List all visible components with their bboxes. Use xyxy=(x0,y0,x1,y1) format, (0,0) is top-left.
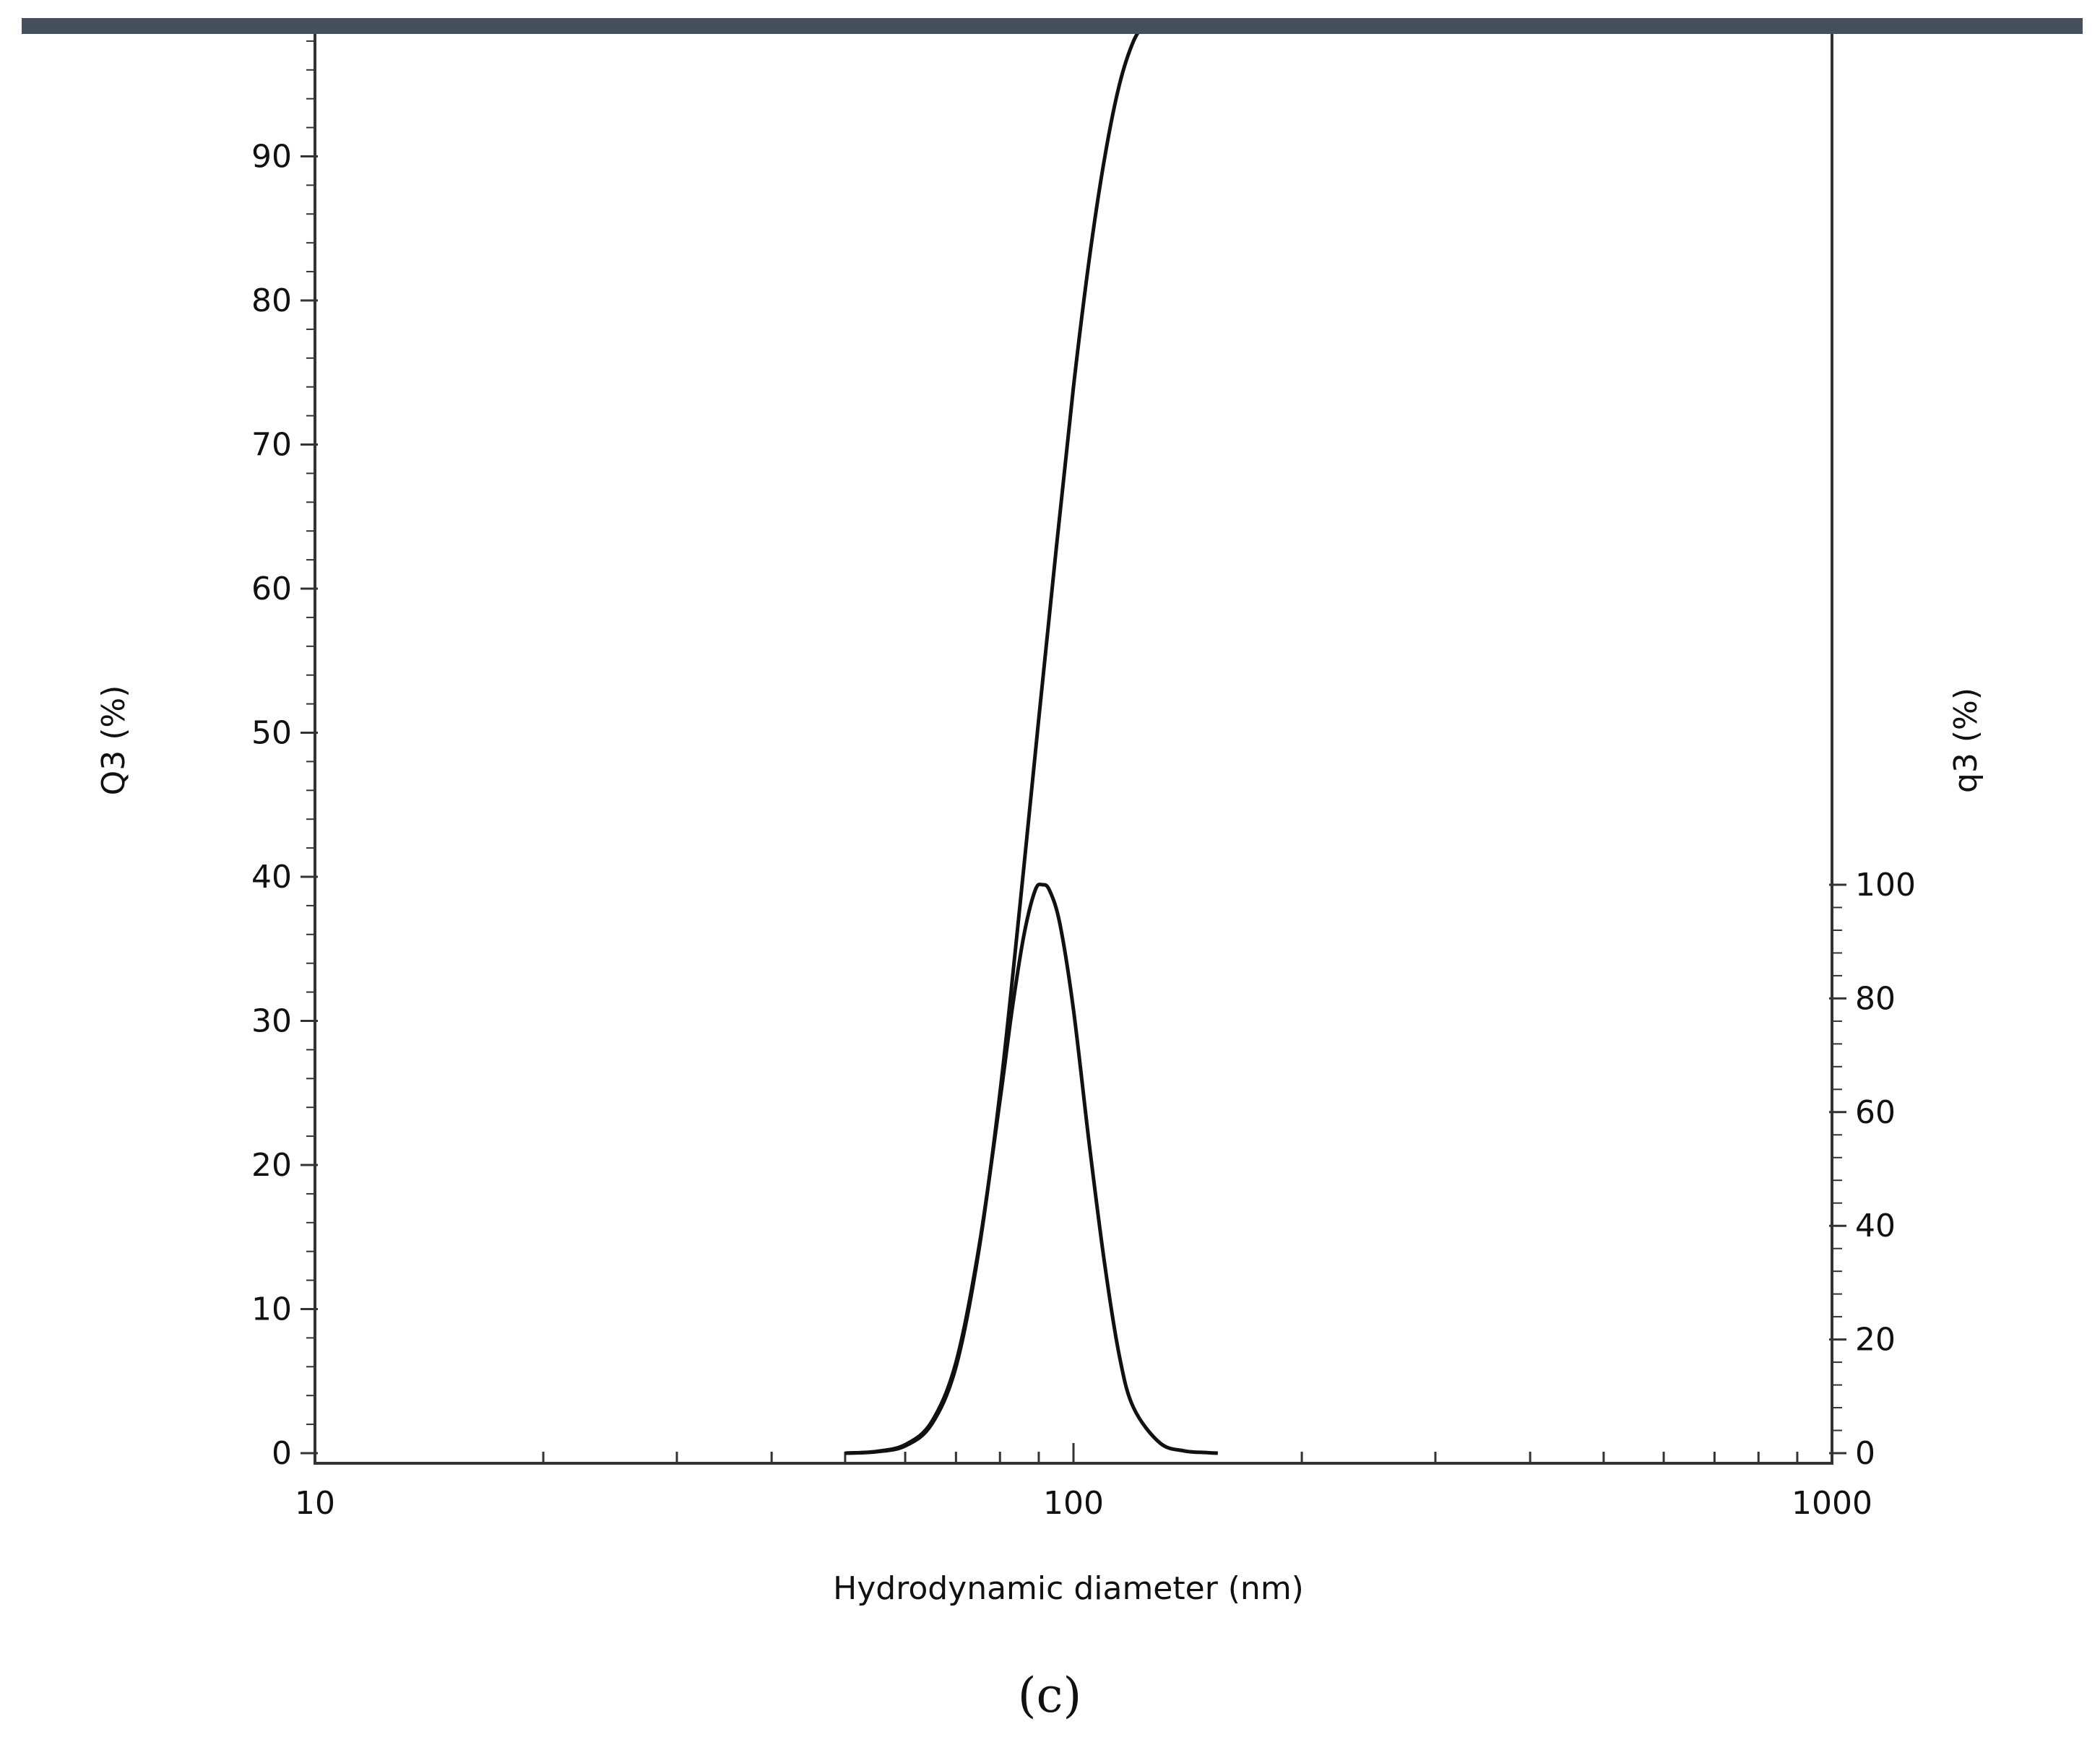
y-right-tick-label: 20 xyxy=(1855,1322,1896,1359)
y-right-tick-label: 0 xyxy=(1855,1435,1875,1472)
panel-label: (c) xyxy=(1018,1668,1081,1723)
y-left-tick-label: 20 xyxy=(251,1147,292,1184)
y-left-axis-title: Q3 (%) xyxy=(95,685,132,796)
y-left-tick-label: 10 xyxy=(251,1291,292,1328)
x-tick-label: 10 xyxy=(295,1485,335,1522)
y-right-tick-label: 60 xyxy=(1855,1094,1896,1131)
series-group xyxy=(844,34,1218,1455)
header-bar xyxy=(22,18,2083,34)
series-line-q3-density xyxy=(844,882,1218,1455)
y-right-tick-label: 40 xyxy=(1855,1208,1896,1244)
y-left-tick-label: 80 xyxy=(251,282,292,319)
y-right-tick-label: 80 xyxy=(1855,980,1896,1017)
y-left-tick-label: 50 xyxy=(251,715,292,752)
y-left-tick-label: 70 xyxy=(251,427,292,464)
x-tick-label: 1000 xyxy=(1792,1485,1872,1522)
y-left-tick-label: 0 xyxy=(272,1435,292,1472)
y-right-tick-label: 100 xyxy=(1855,867,1916,904)
x-axis-title: Hydrodynamic diameter (nm) xyxy=(833,1570,1304,1607)
x-tick-label: 100 xyxy=(1043,1485,1104,1522)
y-right-axis-title: q3 (%) xyxy=(1948,688,1984,793)
y-left-tick-label: 30 xyxy=(251,1003,292,1040)
y-left-tick-label: 60 xyxy=(251,571,292,607)
y-left-tick-label: 40 xyxy=(251,859,292,896)
series-line-Q3-cumulative xyxy=(844,34,1139,1455)
y-left-tick-label: 90 xyxy=(251,139,292,176)
